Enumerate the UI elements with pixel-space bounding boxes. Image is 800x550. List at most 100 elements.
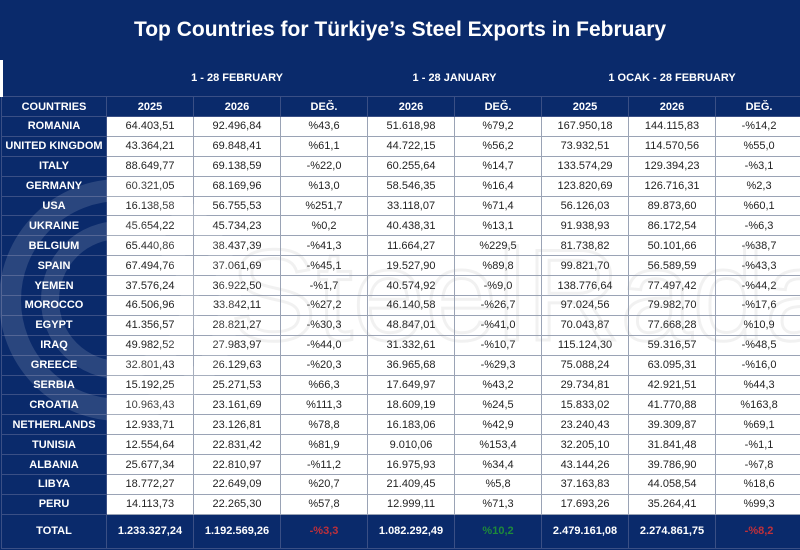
value-cell: 41.356,57: [106, 314, 194, 336]
value-cell: 16.975,93: [367, 454, 456, 476]
table-row: TUNISIA 12.554,64 22.831,42 %81,9 9.010,06 %1…: [1, 434, 800, 456]
country-cell: SERBIA: [1, 374, 107, 396]
value-cell: 25.271,53: [193, 374, 281, 396]
page-title: Top Countries for Türkiye’s Steel Export…: [0, 0, 800, 60]
change-cell: %229,5: [454, 235, 543, 257]
table-row: LIBYA 18.772,27 22.649,09 %20,7 21.409,45 %5,…: [1, 474, 800, 495]
change-cell: %56,2: [454, 135, 543, 157]
value-cell: 45.734,23: [193, 215, 281, 237]
value-cell: 58.546,35: [367, 175, 456, 197]
change-cell: %79,2: [454, 116, 543, 137]
table-row: IRAQ 49.982,52 27.983,97 -%44,0 31.332,61 -%1…: [1, 334, 800, 356]
value-cell: 16.138,58: [106, 195, 194, 217]
change-cell: %14,7: [454, 155, 543, 177]
table-row: ALBANIA 25.677,34 22.810,97 -%11,2 16.975,93…: [1, 454, 800, 476]
value-cell: 39.309,87: [628, 414, 717, 436]
country-cell: BELGIUM: [1, 235, 107, 257]
value-cell: 41.770,88: [628, 394, 717, 416]
country-cell: CROATIA: [1, 394, 107, 416]
change-cell: -%45,1: [279, 255, 369, 277]
value-cell: 99.821,70: [541, 255, 630, 277]
value-cell: 79.982,70: [628, 295, 717, 316]
value-cell: 36.965,68: [367, 354, 456, 376]
change-cell: %10,9: [715, 314, 800, 336]
change-cell: -%1,1: [715, 434, 800, 456]
change-cell: %60,1: [715, 195, 800, 217]
change-cell: %2,3: [715, 175, 800, 197]
value-cell: 17.693,26: [541, 493, 630, 515]
value-cell: 42.921,51: [628, 374, 717, 396]
value-cell: 31.332,61: [367, 334, 456, 356]
value-cell: 11.664,27: [367, 235, 456, 257]
change-cell: %111,3: [279, 394, 369, 416]
value-cell: 91.938,93: [541, 215, 630, 237]
country-cell: GREECE: [1, 354, 107, 376]
change-cell: %13,0: [279, 175, 369, 197]
country-cell: SPAIN: [1, 255, 107, 277]
change-cell: %57,8: [279, 493, 369, 515]
change-cell: %42,9: [454, 414, 543, 436]
value-cell: 9.010,06: [367, 434, 456, 456]
column-header: 2026: [367, 96, 456, 117]
value-cell: 26.129,63: [193, 354, 281, 376]
group-january: 1 - 28 JANUARY: [367, 60, 542, 97]
value-cell: 97.024,56: [541, 295, 630, 316]
column-header-row: COUNTRIES 2025 2026 DEĞ. 2026 DEĞ. 2025 2026 DEĞ…: [1, 96, 800, 117]
value-cell: 48.847,01: [367, 314, 456, 336]
change-cell: %43,6: [279, 116, 369, 137]
change-cell: -%3,1: [715, 155, 800, 177]
value-cell: 70.043,87: [541, 314, 630, 336]
value-cell: 23.126,81: [193, 414, 281, 436]
value-cell: 37.061,69: [193, 255, 281, 277]
value-cell: 126.716,31: [628, 175, 717, 197]
value-cell: 167.950,18: [541, 116, 630, 137]
value-cell: 32.205,10: [541, 434, 630, 456]
value-cell: 2.274.861,75: [628, 513, 717, 549]
change-cell: %66,3: [279, 374, 369, 396]
change-cell: -%41,3: [279, 235, 369, 257]
value-cell: 45.654,22: [106, 215, 194, 237]
change-cell: %24,5: [454, 394, 543, 416]
value-cell: 33.842,11: [193, 295, 281, 316]
group-february: 1 - 28 FEBRUARY: [106, 60, 368, 97]
column-header: DEĞ.: [279, 96, 369, 117]
country-cell: ROMANIA: [1, 116, 107, 137]
period-header-row: 1 - 28 FEBRUARY 1 - 28 JANUARY 1 OCAK - …: [0, 60, 800, 97]
country-cell: EGYPT: [1, 314, 107, 336]
value-cell: 23.161,69: [193, 394, 281, 416]
change-cell: %5,8: [454, 474, 543, 495]
country-cell: PERU: [1, 493, 107, 515]
value-cell: 21.409,45: [367, 474, 456, 495]
value-cell: 1.233.327,24: [106, 513, 194, 549]
change-cell: -%48,5: [715, 334, 800, 356]
value-cell: 43.364,21: [106, 135, 194, 157]
value-cell: 14.113,73: [106, 493, 194, 515]
value-cell: 63.095,31: [628, 354, 717, 376]
value-cell: 69.138,59: [193, 155, 281, 177]
value-cell: 92.496,84: [193, 116, 281, 137]
column-header: 2026: [628, 96, 717, 117]
table-row: ROMANIA 64.403,51 92.496,84 %43,6 51.618,98%…: [1, 116, 800, 137]
value-cell: 27.983,97: [193, 334, 281, 356]
table-row: NETHERLANDS 12.933,71 23.126,81 %78,8 16.183…: [1, 414, 800, 436]
value-cell: 133.574,29: [541, 155, 630, 177]
value-cell: 37.576,24: [106, 275, 194, 297]
change-cell: -%7,8: [715, 454, 800, 476]
country-cell: UKRAINE: [1, 215, 107, 237]
value-cell: 65.440,86: [106, 235, 194, 257]
change-cell: -%27,2: [279, 295, 369, 316]
table-row: SPAIN 67.494,76 37.061,69 -%45,1 19.527,90 %8…: [1, 255, 800, 277]
value-cell: 37.163,83: [541, 474, 630, 495]
value-cell: 46.140,58: [367, 295, 456, 316]
change-cell: %34,4: [454, 454, 543, 476]
table-row: EGYPT 41.356,57 28.821,27 -%30,3 48.847,01 -%…: [1, 314, 800, 336]
change-cell: -%10,7: [454, 334, 543, 356]
change-cell: %61,1: [279, 135, 369, 157]
change-cell: -%22,0: [279, 155, 369, 177]
value-cell: 114.570,56: [628, 135, 717, 157]
value-cell: 31.841,48: [628, 434, 717, 456]
change-cell: %89,8: [454, 255, 543, 277]
value-cell: 40.574,92: [367, 275, 456, 297]
change-cell: -%8,2: [715, 513, 800, 549]
